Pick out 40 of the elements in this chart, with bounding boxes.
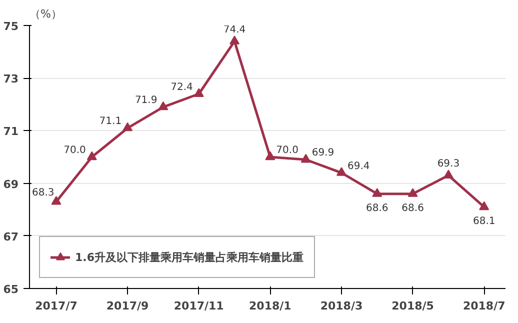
point [230,36,240,44]
x-tick-label: 2017/9 [106,300,149,312]
x-tick-label: 2018/5 [392,300,434,312]
data-label: 68.1 [472,216,496,227]
point [265,151,276,160]
data-label: 68.6 [366,202,388,214]
point [122,122,133,132]
data-label: 71.1 [99,116,122,128]
x-tick-label: 2017/7 [35,300,78,312]
data-label: 69.9 [312,148,334,159]
point [372,188,382,197]
x-tick-label: 2017/11 [174,300,224,312]
y-tick-label: 71 [3,125,19,138]
point [86,151,97,160]
y-tick-label: 67 [3,230,19,244]
point [479,201,490,210]
data-label: 68.3 [32,188,54,199]
point [194,88,204,97]
y-tick-label: 65 [3,283,19,296]
point [443,170,454,179]
data-label: 69.4 [347,160,370,172]
data-label: 72.4 [170,82,193,93]
x-tick-label: 2018/7 [462,300,506,312]
x-tick-label: 2018/3 [320,300,363,312]
legend-label: 1.6升及以下排量乘用车销量占乘用车销量比重 [75,250,304,264]
data-label: 71.9 [134,95,158,106]
y-tick-label: 69 [3,178,19,191]
data-label: 69.3 [437,158,460,170]
point [336,167,346,176]
data-label: 70.0 [64,145,86,156]
point [158,101,168,110]
y-axis-title: （%） [30,8,62,20]
y-tick-label: 75 [3,20,19,33]
point [300,154,311,163]
data-label: 68.6 [402,202,424,214]
point [51,196,62,205]
data-label: 70.0 [276,145,298,156]
point [408,188,418,197]
y-tick-label: 73 [3,72,19,86]
x-tick-label: 2018/1 [249,300,292,312]
